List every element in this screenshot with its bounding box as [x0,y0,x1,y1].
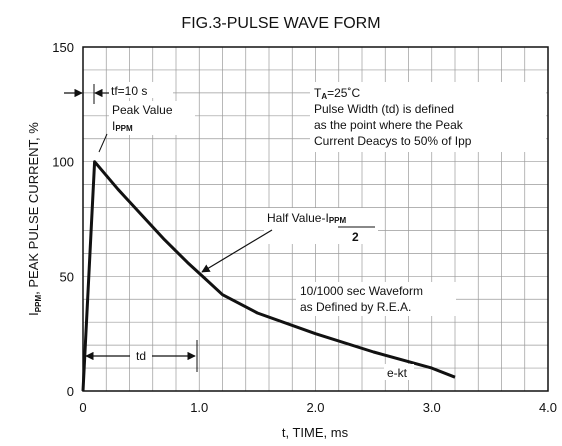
ta-label-rest: =25˚C [327,86,360,100]
x-tick-label: 0 [79,400,86,415]
y-tick-label: 150 [52,40,74,55]
ta-label: TA=25˚C [314,86,360,101]
pulse-width-note-bg [310,82,546,152]
ippm-label-prefix: I [112,119,115,133]
ippm-label-sub: PPM [115,124,133,133]
pulse-width-line2: as the point where the Peak [314,118,464,132]
y-axis-label-sub: PPM [34,295,43,313]
ippm-label: IPPM [112,119,133,133]
pulse-width-line3: Current Deacys to 50% of Ipp [314,134,472,148]
ekt-label: e-kt [387,366,408,380]
ta-label-sub: A [321,92,327,101]
y-tick-label: 50 [60,269,74,284]
y-axis-label-rest: , PEAK PULSE CURRENT, % [26,122,41,295]
waveform-note-bg [296,282,456,316]
x-tick-labels: 0 1.0 2.0 3.0 4.0 [79,400,557,415]
half-value-denominator: 2 [352,230,359,244]
y-axis-label-prefix: I [26,312,41,316]
x-tick-label: 4.0 [539,400,557,415]
y-tick-label: 100 [52,155,74,170]
pulse-waveform-line [81,160,456,392]
y-axis-label: IPPM, PEAK PULSE CURRENT, % [26,122,43,316]
waveform-line2: as Defined by R.E.A. [300,300,411,314]
half-value-label: Half Value-IPPM [267,211,346,225]
half-value-pointer [201,229,273,273]
td-label: td [136,349,146,363]
y-tick-labels: 0 50 100 150 [52,40,74,399]
pulse-width-line1: Pulse Width (td) is defined [314,102,454,116]
peak-value-label: Peak Value [112,103,173,117]
plot-frame [82,46,549,392]
peak-label-bg [109,101,195,135]
x-tick-label: 3.0 [423,400,441,415]
half-value-sub: PPM [329,216,347,225]
tf-label-bg [109,82,173,98]
x-axis-label: t, TIME, ms [282,425,349,440]
x-tick-label: 2.0 [306,400,324,415]
peak-pointer [98,133,108,153]
y-tick-label: 0 [67,384,74,399]
half-value-bg [264,208,378,244]
waveform-line1: 10/1000 sec Waveform [300,284,423,298]
x-tick-label: 1.0 [190,400,208,415]
tf-label: tf=10 s [111,84,147,98]
ekt-label-bg [384,364,414,380]
half-value-prefix: Half Value-I [267,211,329,225]
ta-label-prefix: T [314,86,322,100]
chart-title: FIG.3-PULSE WAVE FORM [181,15,380,32]
